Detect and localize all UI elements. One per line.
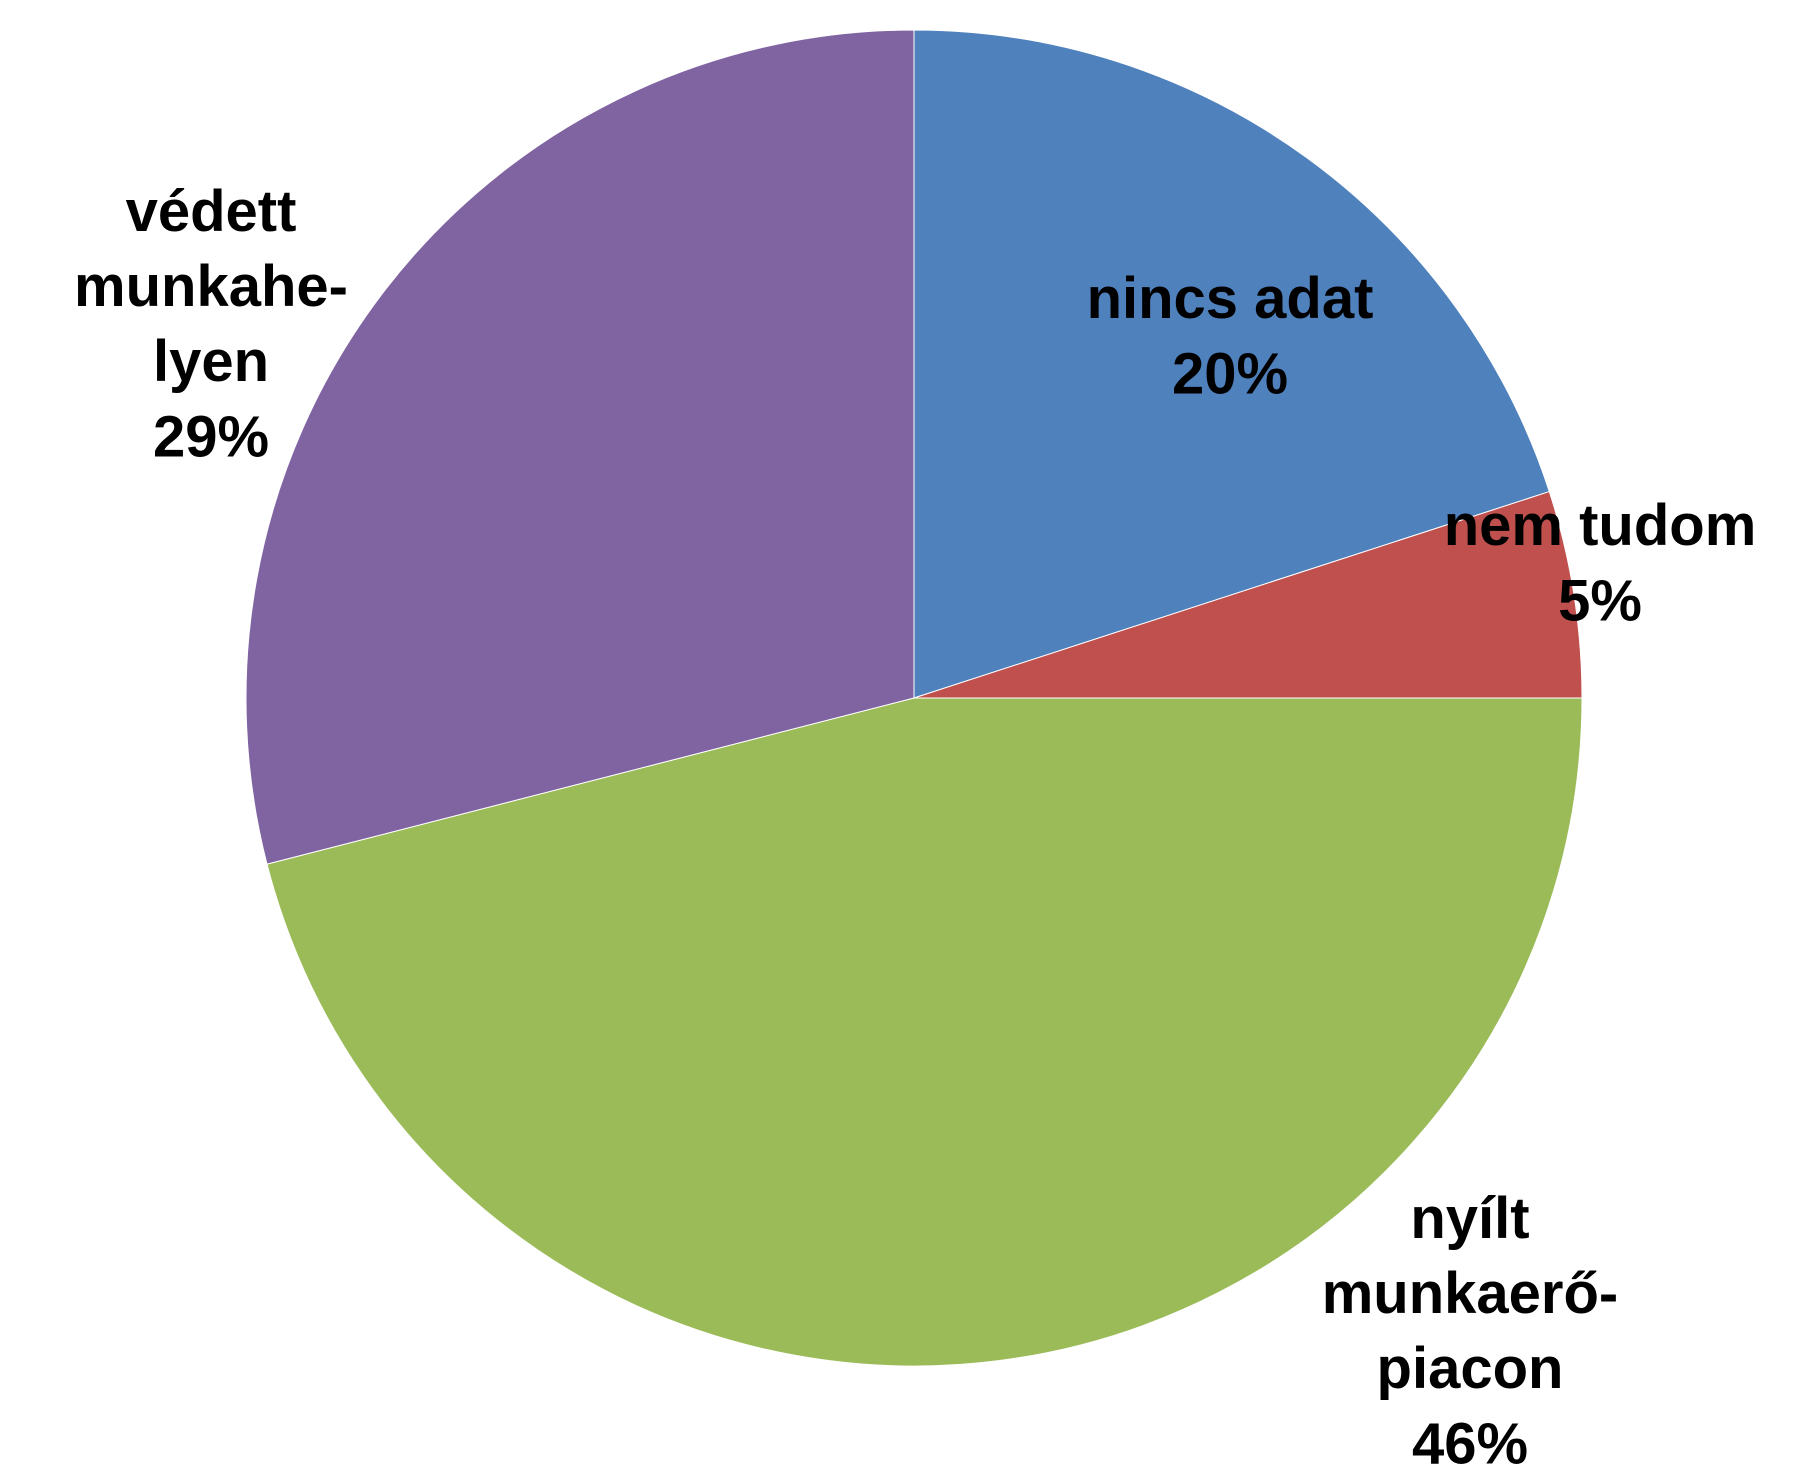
label-line: nem tudom [1444, 493, 1757, 558]
value-label: 5% [1558, 568, 1642, 633]
slice-label: nincs adat [1087, 266, 1374, 331]
label-line: lyen [153, 329, 269, 394]
value-label: 46% [1412, 1411, 1528, 1464]
slice-label: nem tudom [1444, 493, 1757, 558]
slice-label: nyílt munkaerő-piacon [1322, 1186, 1619, 1401]
pie-slice [266, 697, 1583, 1367]
label-line: munkahe- [74, 254, 348, 319]
label-line: nyílt [1410, 1186, 1529, 1251]
label-line: munkaerő- [1322, 1261, 1619, 1326]
label-line: piacon [1377, 1336, 1564, 1401]
pie-slice [913, 29, 1550, 699]
value-label: 29% [153, 404, 269, 469]
pie-slice [913, 490, 1583, 699]
slice-label: védett munkahe-lyen [74, 179, 348, 394]
label-line: nincs adat [1087, 266, 1374, 331]
value-label: 20% [1172, 341, 1288, 406]
pie-slice [245, 29, 915, 865]
label-line: védett [126, 179, 297, 244]
